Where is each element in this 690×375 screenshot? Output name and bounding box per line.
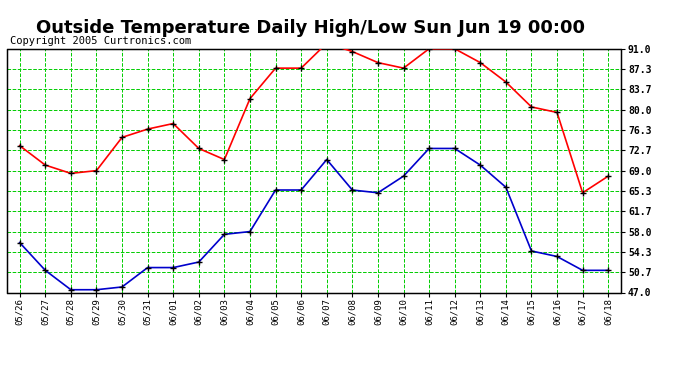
Text: Copyright 2005 Curtronics.com: Copyright 2005 Curtronics.com [10, 36, 191, 46]
Bar [7, 49, 621, 292]
Text: Outside Temperature Daily High/Low Sun Jun 19 00:00: Outside Temperature Daily High/Low Sun J… [36, 19, 585, 37]
